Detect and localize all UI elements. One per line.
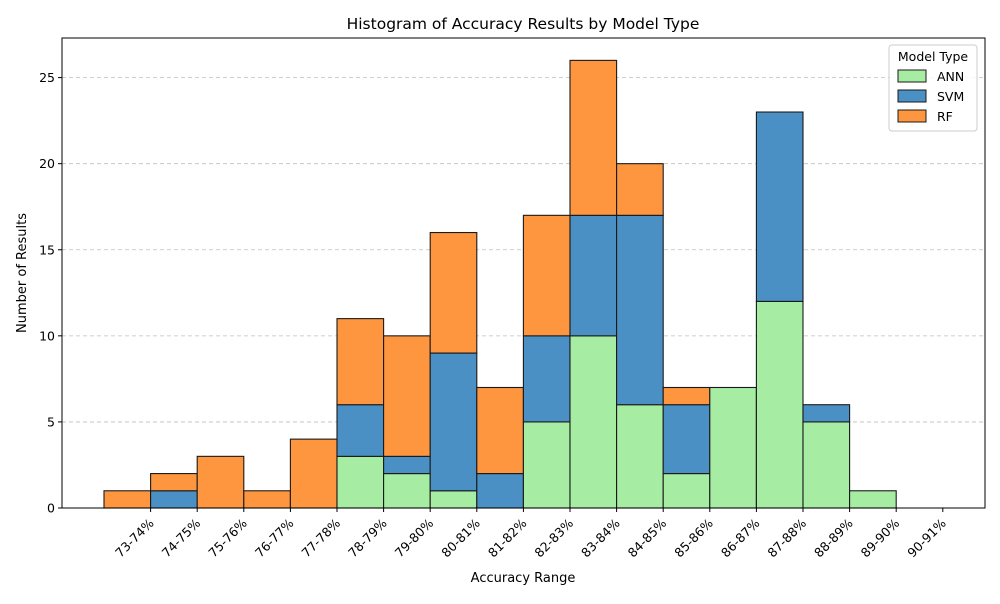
legend-title: Model Type bbox=[898, 49, 969, 64]
bar-ann-84-85% bbox=[616, 404, 664, 509]
chart-title: Histogram of Accuracy Results by Model T… bbox=[347, 15, 700, 33]
bar-svm-83-84% bbox=[569, 214, 618, 337]
legend-label-rf: RF bbox=[937, 109, 953, 124]
bar-rf-82-83% bbox=[522, 214, 571, 337]
y-ticks: 0 5 10 15 20 25 bbox=[39, 70, 62, 516]
bar-ann-79-80% bbox=[383, 473, 431, 509]
bar-rf-76-77% bbox=[243, 490, 291, 509]
bar-svm-88-89% bbox=[802, 404, 851, 423]
bar-rf-75-76% bbox=[196, 455, 245, 509]
bar-rf-79-80% bbox=[383, 335, 431, 457]
bar-rf-85-86% bbox=[662, 386, 711, 406]
bar-svm-78-79% bbox=[336, 404, 385, 457]
x-tick-label: 76-77% bbox=[252, 515, 297, 560]
x-tick-label: 87-88% bbox=[764, 515, 809, 560]
y-tick-label: 25 bbox=[39, 70, 55, 85]
bar-ann-85-86% bbox=[662, 473, 711, 509]
legend: Model Type ANN SVM RF bbox=[888, 44, 978, 132]
bar-rf-77-78% bbox=[289, 438, 338, 509]
bar-svm-87-88% bbox=[755, 111, 804, 302]
y-axis-label: Number of Results bbox=[15, 213, 30, 333]
y-tick-label: 20 bbox=[39, 156, 55, 171]
bar-ann-83-84% bbox=[569, 335, 618, 509]
legend-swatch-svm bbox=[897, 89, 927, 103]
x-tick-label: 84-85% bbox=[625, 515, 670, 560]
bar-rf-81-82% bbox=[476, 386, 524, 475]
bar-rf-73-74% bbox=[103, 490, 152, 509]
x-tick-label: 80-81% bbox=[438, 515, 483, 560]
bar-svm-82-83% bbox=[522, 335, 571, 423]
x-tick-label: 89-90% bbox=[858, 515, 903, 560]
x-tick-label: 79-80% bbox=[392, 515, 437, 560]
legend-swatch-rf bbox=[897, 109, 927, 123]
legend-label-svm: SVM bbox=[937, 89, 964, 104]
x-tick-label: 82-83% bbox=[531, 515, 576, 560]
x-tick-label: 74-75% bbox=[159, 515, 204, 560]
bar-ann-78-79% bbox=[336, 455, 385, 509]
bar-svm-84-85% bbox=[616, 214, 664, 406]
bar-ann-82-83% bbox=[522, 421, 571, 509]
x-axis-label: Accuracy Range bbox=[471, 571, 576, 586]
bar-ann-88-89% bbox=[802, 421, 851, 509]
bar-svm-81-82% bbox=[476, 473, 524, 509]
bar-rf-83-84% bbox=[569, 59, 618, 216]
bar-svm-85-86% bbox=[662, 404, 711, 475]
x-tick-label: 90-91% bbox=[904, 515, 949, 560]
bar-rf-78-79% bbox=[336, 318, 385, 406]
x-tick-label: 81-82% bbox=[485, 515, 530, 560]
x-tick-label: 77-78% bbox=[298, 515, 343, 560]
x-tick-label: 88-89% bbox=[811, 515, 856, 560]
bar-ann-89-90% bbox=[849, 490, 897, 509]
bars bbox=[103, 59, 897, 509]
legend-items: ANN SVM RF bbox=[897, 69, 964, 124]
legend-label-ann: ANN bbox=[937, 69, 964, 84]
x-tick-label: 86-87% bbox=[718, 515, 763, 560]
x-tick-label: 83-84% bbox=[578, 515, 623, 560]
bar-ann-87-88% bbox=[755, 300, 804, 509]
y-tick-label: 10 bbox=[39, 328, 55, 343]
y-tick-label: 15 bbox=[39, 242, 55, 257]
bar-rf-84-85% bbox=[616, 163, 664, 216]
y-tick-label: 0 bbox=[47, 501, 55, 516]
x-tick-label: 75-76% bbox=[205, 515, 250, 560]
legend-swatch-ann bbox=[897, 69, 927, 83]
x-tick-label: 73-74% bbox=[112, 515, 157, 560]
bar-svm-80-81% bbox=[429, 352, 478, 492]
bar-rf-80-81% bbox=[429, 231, 478, 354]
bar-rf-74-75% bbox=[150, 473, 198, 492]
y-tick-label: 5 bbox=[47, 414, 55, 429]
x-tick-label: 78-79% bbox=[345, 515, 390, 560]
bar-svm-79-80% bbox=[383, 455, 431, 475]
x-ticks: 73-74% 74-75% 75-76% 76-77% 77-78% 78-79% 79-8… bbox=[112, 508, 949, 560]
bar-svm-74-75% bbox=[150, 490, 198, 509]
bar-ann-86-87% bbox=[709, 386, 757, 509]
x-tick-label: 85-86% bbox=[671, 515, 716, 560]
bar-ann-80-81% bbox=[429, 490, 478, 509]
